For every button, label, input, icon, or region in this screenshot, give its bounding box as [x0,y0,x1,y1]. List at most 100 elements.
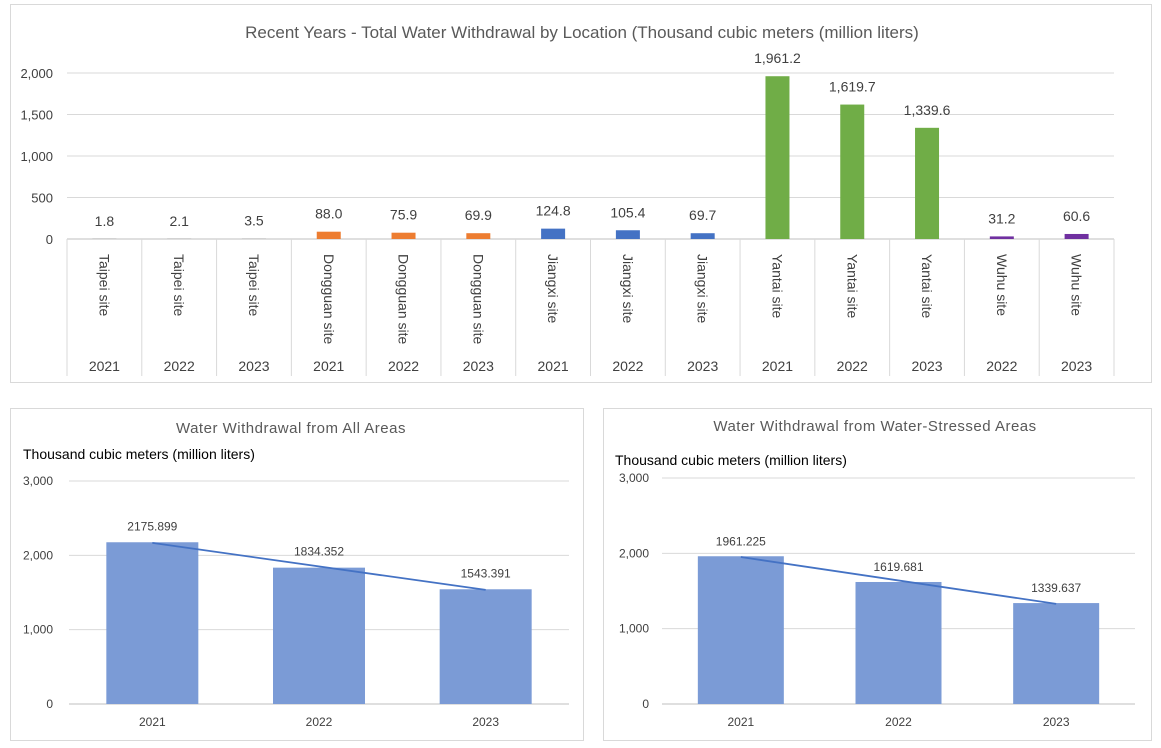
data-label: 1,339.6 [904,102,951,118]
x-category-label: Wuhu site [994,254,1010,316]
y-tick-label: 0 [642,697,649,711]
bar [167,238,192,239]
x-category-label: Jiangxi site [545,254,561,323]
bar [316,231,341,239]
bar [690,233,715,239]
bar [915,127,940,239]
data-label: 124.8 [536,203,571,219]
y-tick-label: 2,000 [23,548,53,562]
x-year-label: 2022 [986,358,1017,374]
data-label: 1619.681 [873,560,923,574]
chart-panel-water-stressed: Water Withdrawal from Water-Stressed Are… [603,408,1152,741]
y-tick-label: 3,000 [23,474,53,488]
y-tick-label: 0 [46,232,53,247]
x-year-label: 2023 [911,358,942,374]
x-category-label: Dongguan site [470,254,486,345]
data-label: 1339.637 [1031,581,1081,595]
bar [840,104,865,239]
data-label: 1,619.7 [829,79,876,95]
x-category-label: Taipei site [171,254,187,316]
x-year-label: 2021 [762,358,793,374]
bar [855,581,942,704]
y-tick-label: 0 [46,697,53,711]
x-category-label: Taipei site [96,254,112,316]
x-category-label: Jiangxi site [695,254,711,323]
x-tick-label: 2021 [727,715,754,729]
y-axis-unit-label: Thousand cubic meters (million liters) [615,452,847,468]
x-year-label: 2022 [164,358,195,374]
chart-panel-by-location: Recent Years - Total Water Withdrawal by… [10,4,1152,383]
y-axis-unit-label: Thousand cubic meters (million liters) [23,446,255,462]
chart-title: Water Withdrawal from Water-Stressed Are… [713,418,1036,435]
bar [241,238,266,239]
data-label: 1,961.2 [754,50,801,66]
bar [541,228,566,239]
bar [989,236,1014,239]
trendline [740,556,1057,605]
data-label: 31.2 [988,210,1015,226]
data-label: 1834.352 [294,545,344,559]
data-label: 69.7 [689,207,716,223]
x-category-label: Dongguan site [396,254,412,345]
x-tick-label: 2023 [1043,715,1070,729]
data-label: 2.1 [169,213,189,229]
y-tick-label: 2,000 [20,66,53,81]
data-label: 69.9 [465,207,492,223]
x-category-label: Yantai site [769,254,785,319]
bar [466,233,491,239]
data-label: 60.6 [1063,208,1090,224]
bar [615,230,640,239]
x-category-label: Jiangxi site [620,254,636,323]
y-tick-label: 1,000 [619,622,649,636]
bar [765,76,790,239]
data-label: 3.5 [244,213,264,229]
bar [1064,233,1089,239]
chart-by-location: Recent Years - Total Water Withdrawal by… [20,23,1115,376]
x-year-label: 2021 [89,358,120,374]
data-label: 88.0 [315,206,342,222]
y-tick-label: 1,000 [23,623,53,637]
x-year-label: 2022 [388,358,419,374]
chart-all-areas: Water Withdrawal from All Areas Thousand… [23,420,569,729]
x-year-label: 2023 [1061,358,1092,374]
data-label: 1.8 [95,213,115,229]
x-year-label: 2021 [313,358,344,374]
x-year-label: 2023 [463,358,494,374]
chart-title: Recent Years - Total Water Withdrawal by… [245,23,919,42]
y-tick-label: 3,000 [619,471,649,485]
bar [697,556,784,704]
x-year-label: 2022 [612,358,643,374]
bar [106,542,199,704]
x-category-label: Dongguan site [321,254,337,345]
trendline [152,541,486,591]
y-tick-label: 1,000 [20,149,53,164]
x-tick-label: 2023 [472,715,499,729]
x-tick-label: 2022 [885,715,912,729]
data-label: 75.9 [390,207,417,223]
x-tick-label: 2022 [306,715,333,729]
data-label: 2175.899 [127,519,177,533]
x-category-label: Taipei site [246,254,262,316]
chart-panel-all-areas: Water Withdrawal from All Areas Thousand… [10,408,584,741]
chart-title: Water Withdrawal from All Areas [176,420,406,437]
data-label: 1961.225 [716,534,766,548]
chart-water-stressed: Water Withdrawal from Water-Stressed Are… [615,418,1135,729]
y-tick-label: 1,500 [20,108,53,123]
x-year-label: 2021 [538,358,569,374]
x-category-label: Wuhu site [1069,254,1085,316]
x-year-label: 2022 [837,358,868,374]
bar [391,232,416,239]
x-category-label: Yantai site [844,254,860,319]
bar [1013,603,1100,704]
x-category-label: Yantai site [919,254,935,319]
bar [92,238,117,239]
data-label: 105.4 [610,204,645,220]
bar [273,567,365,704]
x-year-label: 2023 [238,358,269,374]
data-label: 1543.391 [461,566,511,580]
bar [439,589,532,704]
x-tick-label: 2021 [139,715,166,729]
y-tick-label: 2,000 [619,546,649,560]
y-tick-label: 500 [31,191,53,206]
x-year-label: 2023 [687,358,718,374]
